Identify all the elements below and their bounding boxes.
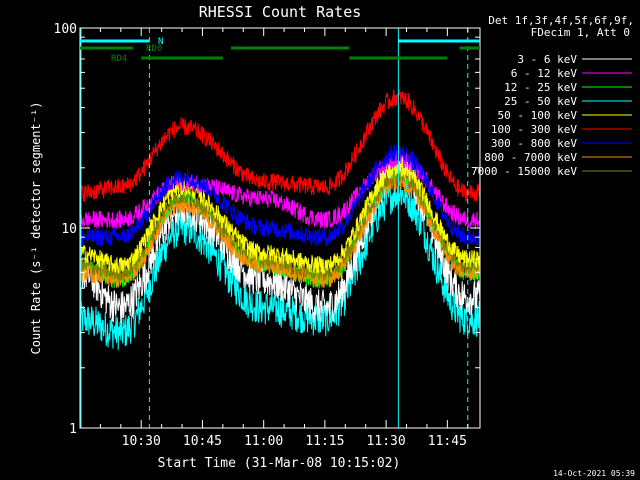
x-tick-label: 10:30: [122, 434, 161, 449]
series-layer: [79, 89, 481, 350]
legend-label: 12 - 25 keV: [504, 81, 577, 94]
legend-header-line-1: Det 1f,3f,4f,5f,6f,9f,: [488, 14, 634, 27]
legend-label: 800 - 7000 keV: [484, 151, 577, 164]
legend-label: 3 - 6 keV: [517, 53, 577, 66]
legend-label: 300 - 800 keV: [491, 137, 577, 150]
y-axis-label: Count Rate (s⁻¹ detector segment⁻¹): [29, 102, 43, 355]
series-line-300-800keV: [79, 144, 481, 247]
series-line-7000-15000keV: [79, 166, 481, 283]
legend-label: 25 - 50 keV: [504, 95, 577, 108]
status-label-RD4: RD4: [111, 54, 127, 64]
x-tick-label: 11:00: [244, 434, 283, 449]
chart-title: RHESSI Count Rates: [199, 3, 362, 21]
x-tick-label: 10:45: [183, 434, 222, 449]
legend-header-line-2: FDecim 1, Att 0: [531, 26, 630, 39]
y-tick-label: 1: [69, 422, 77, 437]
legend-label: 6 - 12 keV: [511, 67, 578, 80]
y-tick-label: 10: [61, 222, 77, 237]
legend-label: 50 - 100 keV: [498, 109, 578, 122]
series-line-50-100keV: [79, 159, 481, 275]
y-tick-label: 100: [54, 22, 77, 37]
legend-label: 7000 - 15000 keV: [471, 165, 577, 178]
x-axis-label: Start Time (31-Mar-08 10:15:02): [158, 456, 401, 471]
x-tick-label: 11:30: [367, 434, 406, 449]
legend-label: 100 - 300 keV: [491, 123, 577, 136]
footer-timestamp: 14-Oct-2021 05:39: [553, 469, 635, 478]
x-tick-label: 11:15: [305, 434, 344, 449]
status-label-RD0: RD0: [146, 44, 162, 54]
status-label-N: N: [158, 37, 163, 47]
series-line-100-300keV: [79, 89, 481, 203]
x-tick-label: 11:45: [428, 434, 467, 449]
axes-layer: 10:30 10:45 11:00 11:15 11:30 11:45 1 10 100: [54, 22, 481, 449]
